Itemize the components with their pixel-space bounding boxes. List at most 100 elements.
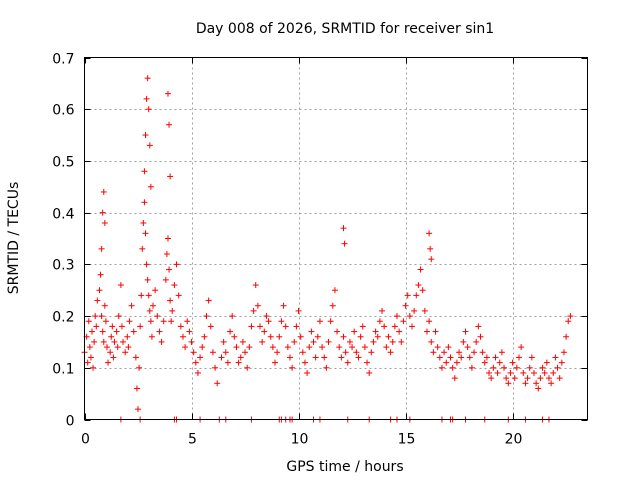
data-point — [135, 406, 142, 413]
data-point — [167, 297, 174, 304]
data-point — [355, 354, 362, 361]
data-point — [246, 344, 253, 351]
data-point — [125, 344, 132, 351]
data-point — [244, 364, 251, 371]
data-point — [530, 369, 537, 376]
data-point — [498, 349, 505, 356]
data-point — [126, 318, 133, 325]
y-tick-label: 0.3 — [52, 258, 74, 274]
data-point — [237, 354, 244, 361]
data-point — [334, 328, 341, 335]
data-point — [319, 344, 326, 351]
data-point — [124, 333, 131, 340]
data-point — [430, 349, 437, 356]
data-point — [481, 359, 488, 366]
data-point — [331, 287, 338, 294]
data-point — [164, 235, 171, 242]
data-point — [402, 302, 409, 309]
data-point — [308, 328, 315, 335]
data-point — [233, 344, 240, 351]
data-point — [293, 323, 300, 330]
data-point — [432, 328, 439, 335]
data-point — [148, 333, 155, 340]
data-point — [398, 338, 405, 345]
data-point — [87, 354, 94, 361]
data-point — [289, 364, 296, 371]
data-point — [100, 188, 107, 195]
data-point — [154, 313, 161, 320]
data-point — [449, 364, 456, 371]
data-point — [158, 338, 165, 345]
data-point — [114, 344, 121, 351]
data-point — [488, 375, 495, 382]
data-point — [109, 323, 116, 330]
data-point — [477, 333, 484, 340]
axis-ticks — [84, 57, 588, 421]
data-point — [528, 354, 535, 361]
data-point — [169, 307, 176, 314]
data-point — [207, 323, 214, 330]
data-point — [182, 344, 189, 351]
data-point — [560, 349, 567, 356]
data-point — [385, 333, 392, 340]
data-point — [188, 338, 195, 345]
chart-title: Day 008 of 2026, SRMTID for receiver sin… — [196, 21, 494, 37]
data-point — [137, 323, 144, 330]
data-point — [107, 349, 114, 356]
data-point — [280, 302, 287, 309]
data-point — [376, 318, 383, 325]
data-point — [93, 323, 100, 330]
data-point — [248, 323, 255, 330]
data-point — [101, 302, 108, 309]
data-point — [143, 95, 150, 102]
data-point — [381, 323, 388, 330]
data-point — [274, 349, 281, 356]
x-tick-labels: 0 5 10 15 20 — [81, 432, 522, 448]
data-point — [194, 369, 201, 376]
y-axis-title: SRMTID / TECUs — [6, 182, 22, 295]
data-point — [257, 323, 264, 330]
data-point — [554, 364, 561, 371]
data-point — [460, 338, 467, 345]
data-point — [501, 364, 508, 371]
data-point — [173, 261, 180, 268]
grid-lines — [84, 57, 588, 420]
data-point — [556, 375, 563, 382]
data-point — [162, 276, 169, 283]
data-point — [136, 364, 143, 371]
y-tick-label: 0.7 — [52, 52, 74, 68]
data-point — [128, 302, 135, 309]
data-point — [526, 364, 533, 371]
data-point — [269, 344, 276, 351]
data-point — [85, 318, 92, 325]
data-point — [101, 219, 108, 226]
data-point — [426, 230, 433, 237]
data-point — [421, 307, 428, 314]
data-point — [142, 230, 149, 237]
data-point — [143, 261, 150, 268]
data-point — [443, 359, 450, 366]
data-point — [389, 338, 396, 345]
data-point — [261, 328, 268, 335]
data-point — [509, 359, 516, 366]
data-point — [419, 287, 426, 294]
data-point — [171, 282, 178, 289]
data-point — [192, 359, 199, 366]
data-point — [144, 276, 151, 283]
data-point — [496, 359, 503, 366]
data-point — [368, 349, 375, 356]
y-tick-label: 0.5 — [52, 155, 74, 171]
data-point — [235, 359, 242, 366]
data-point — [242, 349, 249, 356]
y-tick-label: 0 — [66, 414, 75, 430]
x-tick-label: 0 — [81, 432, 90, 448]
data-point — [306, 344, 313, 351]
data-point — [516, 354, 523, 361]
data-point — [259, 338, 266, 345]
data-point — [146, 142, 153, 149]
x-tick-label: 15 — [398, 432, 416, 448]
data-point — [479, 349, 486, 356]
data-point — [301, 359, 308, 366]
data-point — [177, 323, 184, 330]
data-point — [239, 338, 246, 345]
